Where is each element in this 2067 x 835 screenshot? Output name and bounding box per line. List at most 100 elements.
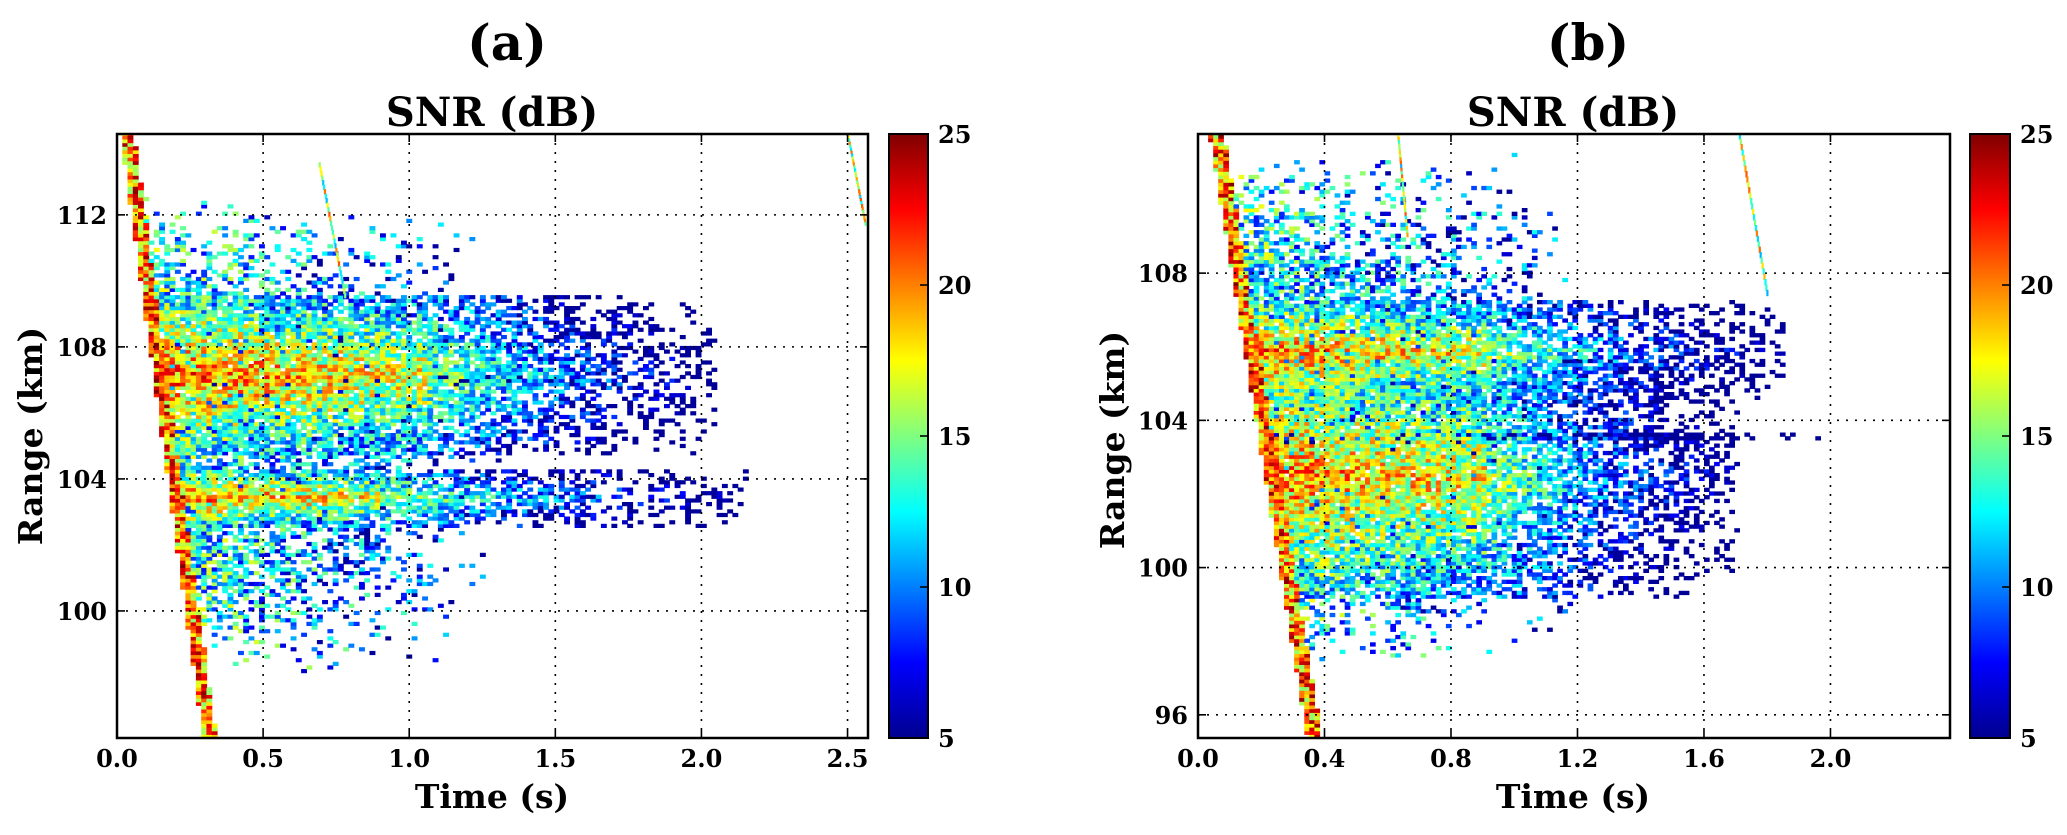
heatmap-cell [532,385,539,390]
heatmap-cell [238,531,244,536]
heatmap-cell [532,335,539,340]
heatmap-cell [269,571,276,576]
heatmap-cell [301,483,307,489]
heatmap-cell [716,512,723,518]
heatmap-cell [190,400,197,405]
heatmap-cell [169,422,176,427]
heatmap-cell [469,418,476,423]
heatmap-cell [238,371,244,376]
heatmap-cell [316,393,323,398]
heatmap-cell [458,356,465,361]
heatmap-cell [201,531,208,536]
heatmap-cell [369,556,376,561]
heatmap-cell [301,632,307,637]
heatmap-cell [248,425,255,430]
heatmap-cell [653,389,660,394]
heatmap-cell [316,556,323,561]
heatmap-cell [180,578,186,583]
heatmap-cell [585,411,591,416]
heatmap-cell [248,505,255,510]
heatmap-cell [658,433,665,438]
heatmap-cell [669,505,676,510]
heatmap-cell [238,509,244,514]
heatmap-cell [427,425,434,430]
heatmap-cell [222,338,229,343]
heatmap-cell [322,545,328,550]
heatmap-cell [264,541,271,547]
heatmap-cell [185,469,192,474]
heatmap-cell [564,338,570,343]
heatmap-cell [322,335,328,340]
heatmap-cell [674,411,681,416]
heatmap-cell [332,520,339,525]
heatmap-cell [253,491,260,496]
heatmap-cell [364,356,371,361]
heatmap-cell [311,404,318,409]
heatmap-cell [306,440,313,445]
heatmap-cell [369,494,376,499]
heatmap-cell [374,411,381,416]
heatmap-cell [232,302,239,307]
heatmap-cell [306,607,313,612]
heatmap-cell [311,389,318,394]
heatmap-cell [232,360,239,365]
heatmap-cell [195,647,202,652]
heatmap-cell [469,436,476,441]
heatmap-cell [316,512,323,518]
heatmap-cell [185,509,192,514]
heatmap-cell [427,374,434,380]
heatmap-cell [243,658,250,663]
heatmap-cell [190,523,197,528]
heatmap-cell [380,433,386,438]
heatmap-cell [353,418,360,423]
heatmap-cell [359,480,365,485]
heatmap-cell [280,429,286,434]
heatmap-cell [280,578,286,583]
heatmap-cell [437,603,444,608]
heatmap-cell [190,625,197,630]
heatmap-cell [353,385,360,390]
heatmap-cell [248,581,255,587]
heatmap-cell [401,560,407,565]
heatmap-cell [332,480,339,485]
heatmap-cell [469,302,476,307]
heatmap-cell [216,338,223,343]
heatmap-cell [711,367,718,372]
heatmap-cell [432,534,439,539]
heatmap-cell [369,509,376,514]
heatmap-cell [511,360,518,365]
heatmap-cell [380,342,386,347]
heatmap-cell [332,422,339,427]
heatmap-cell [295,483,302,489]
heatmap-cell [290,298,297,303]
heatmap-cell [574,433,581,438]
heatmap-cell [259,451,265,456]
heatmap-cell [306,567,313,572]
heatmap-cell [264,316,271,322]
heatmap-cell [359,374,365,380]
heatmap-cell [327,462,334,467]
heatmap-cell [443,505,449,510]
heatmap-cell [506,509,513,514]
heatmap-cell [306,396,313,401]
heatmap-cell [469,309,476,314]
heatmap-cell [159,298,165,303]
heatmap-cell [632,371,639,376]
heatmap-cell [295,313,302,318]
heatmap-cell [269,614,276,619]
heatmap-cell [216,374,223,380]
heatmap-cell [695,509,702,514]
heatmap-cell [590,516,597,521]
heatmap-cell [259,382,265,387]
heatmap-cell [348,309,355,314]
heatmap-cell [706,327,712,332]
heatmap-cell [238,374,244,380]
heatmap-cell [201,705,208,710]
heatmap-cell [422,494,428,499]
heatmap-cell [211,512,218,518]
heatmap-cell [479,473,486,478]
heatmap-cell [485,335,492,340]
heatmap-cell [311,313,318,318]
heatmap-cell [553,374,560,380]
heatmap-cell [290,342,297,347]
